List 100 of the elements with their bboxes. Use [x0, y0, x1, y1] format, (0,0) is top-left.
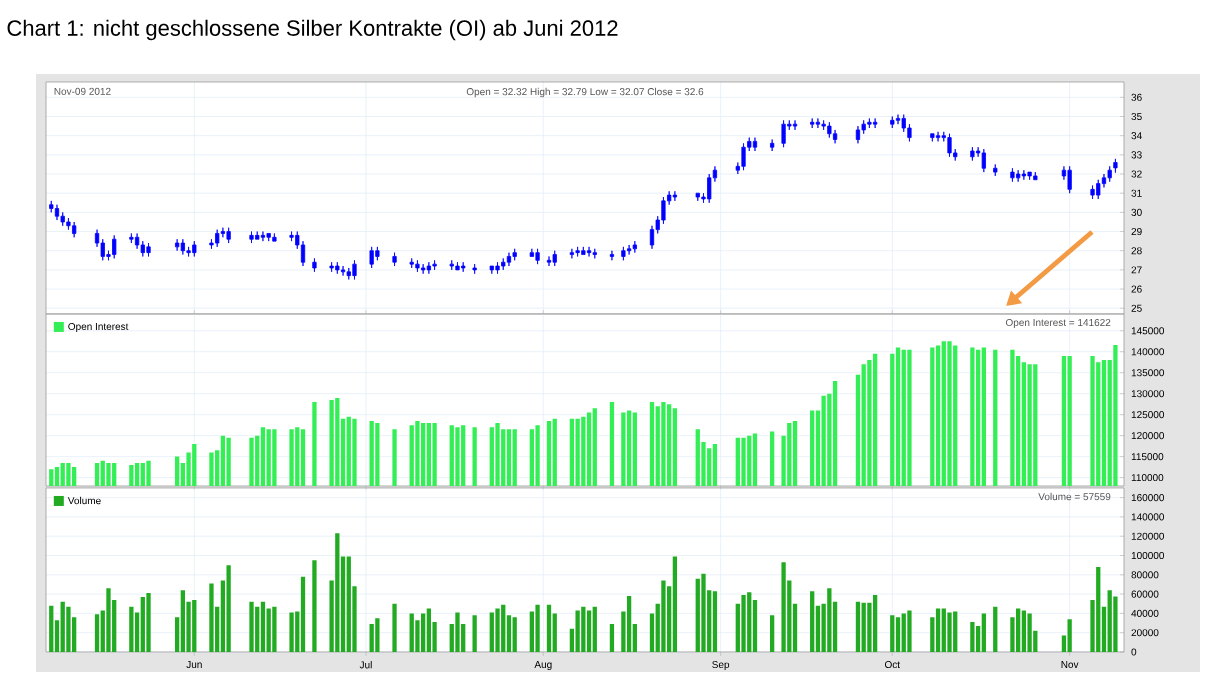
bar: [60, 601, 65, 652]
candlestick: [472, 263, 477, 275]
bar: [935, 608, 941, 652]
bar: [300, 576, 306, 652]
bar: [49, 605, 54, 652]
candlestick: [312, 257, 317, 273]
candlestick: [792, 119, 798, 131]
bar: [872, 595, 878, 652]
candlestick: [352, 259, 357, 280]
candlestick: [449, 259, 454, 271]
bar: [312, 560, 317, 652]
bar: [226, 565, 231, 652]
candlestick: [672, 190, 677, 202]
candlestick: [272, 233, 277, 242]
candlestick: [632, 240, 637, 254]
candlestick: [134, 233, 140, 250]
candlestick: [855, 125, 861, 144]
candlestick: [770, 139, 775, 152]
candlestick: [180, 238, 185, 255]
bar: [249, 601, 254, 652]
bar: [546, 604, 552, 652]
candlestick: [1010, 167, 1015, 183]
bar: [901, 613, 906, 652]
bar: [735, 603, 740, 652]
bar: [592, 606, 597, 652]
candlestick: [72, 221, 77, 238]
candlestick: [781, 119, 786, 148]
candlestick: [192, 240, 197, 257]
bar: [489, 612, 494, 652]
bar: [741, 595, 746, 652]
bar: [192, 599, 197, 652]
bar: [1107, 590, 1112, 652]
candlestick: [506, 252, 512, 267]
bar: [106, 588, 111, 652]
candlestick: [495, 261, 500, 275]
candlestick: [832, 129, 838, 144]
candlestick: [993, 164, 998, 177]
candlestick: [60, 211, 65, 227]
bar: [1067, 619, 1072, 652]
bar: [855, 601, 861, 652]
candlestick: [970, 146, 975, 161]
candlestick: [535, 248, 540, 265]
candlestick: [827, 121, 832, 138]
candlestick: [1113, 158, 1118, 174]
candlestick: [621, 246, 626, 261]
bar: [661, 580, 666, 652]
bar: [180, 590, 185, 652]
bar: [375, 618, 380, 652]
candlestick: [695, 192, 700, 202]
bar: [512, 617, 517, 652]
bar: [289, 612, 294, 652]
candlestick: [930, 133, 935, 142]
bar: [701, 573, 706, 652]
bar: [426, 608, 432, 652]
bar: [781, 562, 786, 652]
bar: [586, 610, 592, 652]
candlestick: [329, 261, 334, 273]
candlestick: [369, 246, 374, 269]
bar: [947, 612, 952, 652]
bar: [1016, 608, 1021, 652]
bar: [672, 556, 678, 652]
candlestick: [215, 229, 220, 248]
bar: [890, 615, 895, 652]
candlestick: [421, 263, 426, 275]
bar: [1096, 567, 1101, 652]
candlestick: [409, 257, 414, 269]
bar: [266, 608, 271, 652]
candlestick: [1033, 171, 1038, 181]
candlestick: [249, 231, 254, 244]
candlestick: [1021, 169, 1026, 181]
candlestick: [512, 248, 517, 261]
candlestick: [1090, 185, 1095, 200]
bar: [501, 604, 506, 652]
bar: [94, 614, 100, 652]
bar: [827, 588, 832, 652]
candlestick: [129, 233, 134, 244]
bar: [1010, 617, 1015, 652]
candlestick: [569, 248, 575, 259]
bar: [472, 615, 477, 652]
candlestick: [66, 217, 71, 231]
candlestick: [175, 238, 180, 252]
candlestick: [1027, 171, 1032, 181]
bar: [272, 606, 277, 652]
chart-title: Chart 1: nicht geschlossene Silber Kontrakte (OI) ab Juni 2012: [7, 19, 618, 41]
candlestick: [741, 142, 746, 171]
candlestick: [890, 116, 895, 129]
bar: [609, 623, 615, 652]
bar: [535, 604, 540, 652]
candlestick: [821, 119, 826, 131]
candlestick: [867, 118, 872, 129]
bar: [392, 603, 397, 652]
candlestick: [873, 118, 878, 129]
candlestick: [575, 246, 580, 257]
bar: [752, 599, 758, 652]
bar: [953, 611, 958, 652]
candlestick: [186, 246, 191, 257]
candlestick: [289, 231, 294, 242]
candlestick: [529, 248, 534, 257]
candlestick: [947, 133, 952, 158]
candlestick: [266, 233, 271, 242]
